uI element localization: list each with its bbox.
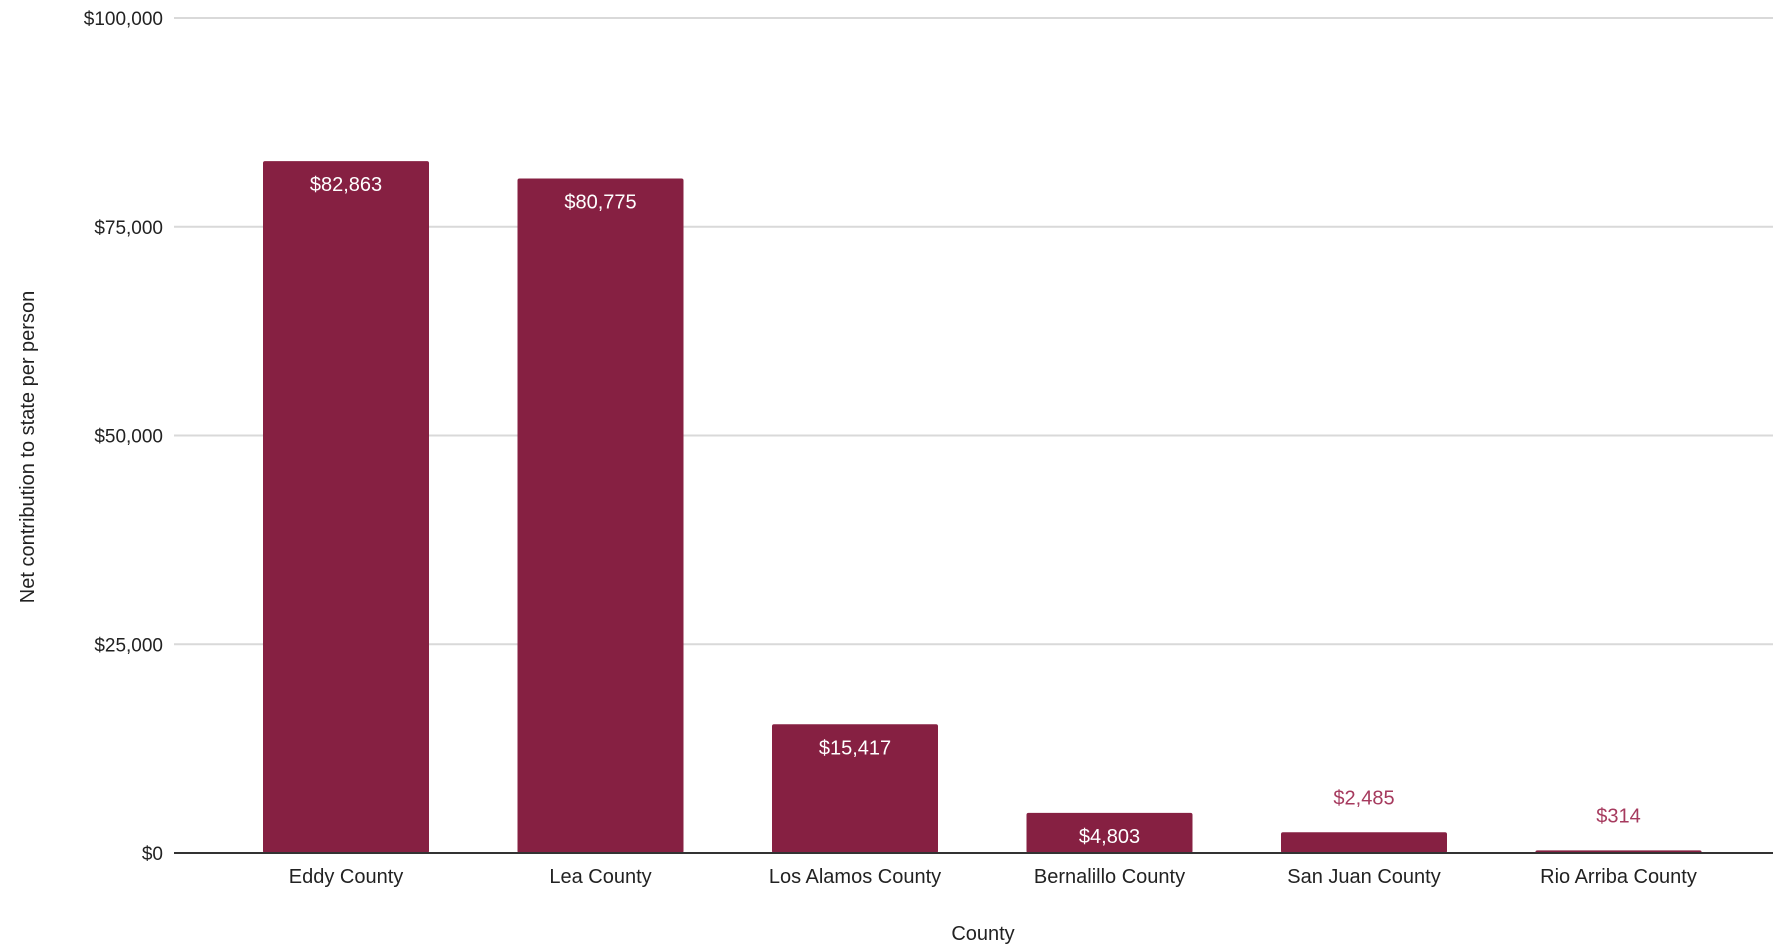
x-category-label: Rio Arriba County — [1540, 866, 1697, 888]
bar-value-label: $4,803 — [1079, 826, 1140, 848]
y-tick-label: $75,000 — [94, 218, 163, 239]
bar — [1281, 832, 1447, 853]
x-category-label: Bernalillo County — [1034, 866, 1185, 888]
x-axis-title: County — [951, 923, 1014, 945]
bars — [263, 161, 1702, 854]
y-axis-title: Net contribution to state per person — [17, 291, 39, 603]
x-axis-categories: Eddy County Lea County Los Alamos County Be… — [289, 866, 1697, 888]
bar-value-label: $82,863 — [310, 174, 382, 196]
data-labels: $82,863 $80,775 $15,417 $4,803 $2,485 $314 — [310, 174, 1641, 848]
x-category-label: Los Alamos County — [769, 866, 941, 888]
y-axis-ticks: $0 $25,000 $50,000 $75,000 $100,000 — [84, 9, 163, 865]
bar — [263, 161, 429, 854]
bar — [772, 724, 938, 853]
bar-value-label: $80,775 — [564, 192, 636, 214]
bar-value-label: $15,417 — [819, 737, 891, 759]
x-category-label: Lea County — [549, 866, 651, 888]
x-category-label: San Juan County — [1287, 866, 1440, 888]
gridlines — [174, 17, 1773, 646]
bar — [1026, 812, 1193, 853]
bar — [517, 178, 684, 853]
y-tick-label: $0 — [142, 844, 163, 865]
y-tick-label: $25,000 — [94, 635, 163, 656]
y-tick-label: $50,000 — [94, 427, 163, 448]
x-category-label: Eddy County — [289, 866, 404, 888]
bar-value-label: $314 — [1596, 805, 1641, 827]
y-tick-label: $100,000 — [84, 9, 163, 30]
bar-value-label: $2,485 — [1333, 787, 1394, 809]
